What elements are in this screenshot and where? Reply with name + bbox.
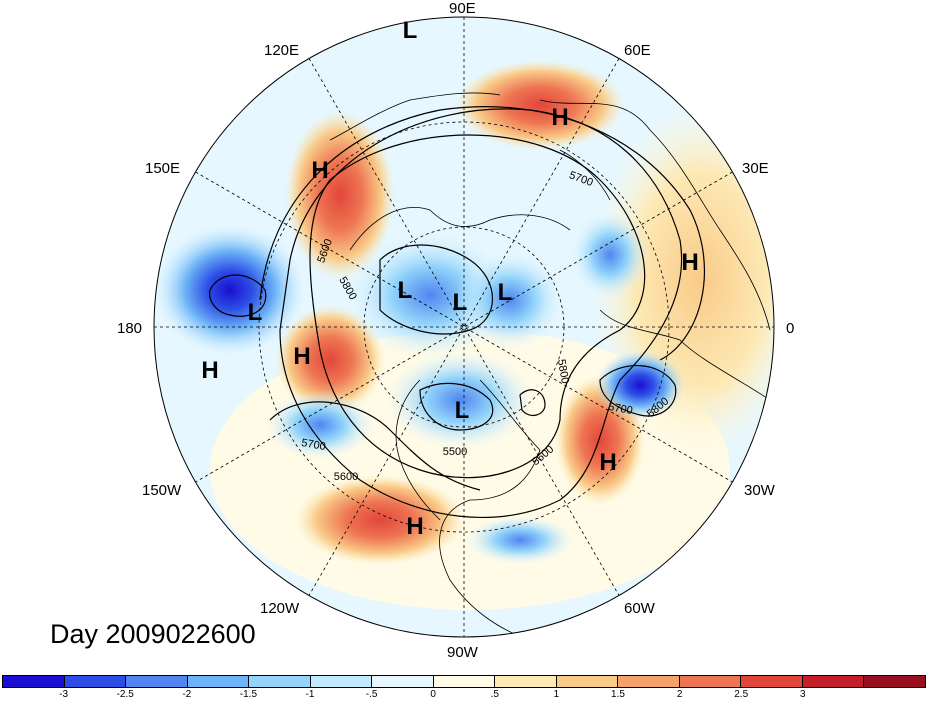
high-pressure-label: H xyxy=(293,343,310,370)
high-pressure-label: H xyxy=(311,157,328,184)
low-pressure-label: L xyxy=(398,277,413,304)
colorbar-tick-label: 1 xyxy=(553,689,560,700)
colorbar-bin xyxy=(618,676,680,687)
colorbar-tick-label: 2 xyxy=(676,689,683,700)
lon-label-60w: 60W xyxy=(624,600,655,617)
lon-label-150e: 150E xyxy=(145,160,181,177)
colorbar-bin xyxy=(249,676,311,687)
low-pressure-label: L xyxy=(453,289,468,316)
colorbar-bin xyxy=(433,676,496,687)
high-pressure-label: H xyxy=(681,249,698,276)
contour-label: 5700 xyxy=(607,401,633,417)
contour-label: 5800 xyxy=(555,358,571,384)
contour-label: 5600 xyxy=(334,471,358,483)
colorbar-bin xyxy=(3,676,65,687)
lon-label-150w: 150W xyxy=(142,482,182,499)
colorbar-tick-label: -1.5 xyxy=(239,689,258,700)
lon-label-120w: 120W xyxy=(260,600,300,617)
colorbar-bin xyxy=(372,676,434,687)
colorbar-tick-label: -2.5 xyxy=(116,689,134,700)
colorbar-bin xyxy=(126,676,188,687)
colorbar-tick-label: 3 xyxy=(800,689,806,700)
lon-label-30w: 30W xyxy=(744,482,775,499)
colorbar-bin xyxy=(310,676,373,687)
low-pressure-label: L xyxy=(455,397,470,424)
lon-label-90w: 90W xyxy=(447,644,478,661)
colorbar-tick-label: 1.5 xyxy=(611,689,625,700)
contour-label: 5500 xyxy=(443,446,467,458)
lon-label-0: 0 xyxy=(786,320,795,337)
colorbar-bin xyxy=(64,676,127,687)
lon-label-90e: 90E xyxy=(449,0,476,17)
day-title: Day 2009022600 xyxy=(50,619,256,649)
low-pressure-label: L xyxy=(498,279,513,306)
colorbar-bin xyxy=(187,676,250,687)
colorbar-bin xyxy=(495,676,557,687)
low-pressure-label: L xyxy=(398,277,413,304)
graticule xyxy=(154,17,774,637)
colorbar-bin xyxy=(679,676,742,687)
colorbar-bin xyxy=(864,676,925,687)
colorbar-tick-label: -3 xyxy=(59,689,69,700)
high-pressure-label: H xyxy=(681,249,698,276)
high-pressure-label: H xyxy=(201,357,218,384)
colorbar-tick-label: 0 xyxy=(430,689,436,700)
colorbar-bin xyxy=(802,676,865,687)
colorbar-tick-label: .5 xyxy=(490,689,499,700)
low-pressure-label: L xyxy=(453,289,468,316)
colorbar-tick-label: -1 xyxy=(305,689,315,700)
lon-label-180: 180 xyxy=(117,320,143,337)
lon-label-60e: 60E xyxy=(624,42,651,59)
height-contours xyxy=(209,106,705,519)
map-boundary xyxy=(153,16,775,638)
colorbar-tick-label: 2.5 xyxy=(734,689,749,700)
contour-label: 5700 xyxy=(300,437,326,453)
high-pressure-label: H xyxy=(406,513,423,540)
low-pressure-label: L xyxy=(248,299,263,326)
colorbar-ticks: -3 -2.5 -2 -1.5 -1 -.5 0 .5 1 1.5 2 2.5 3 xyxy=(0,689,928,703)
lon-label-30e: 30E xyxy=(742,160,769,177)
colorbar-bin xyxy=(741,676,803,687)
low-pressure-label: L xyxy=(403,17,418,44)
colorbar xyxy=(2,675,926,688)
colorbar-tick-label: -.5 xyxy=(365,689,378,700)
high-pressure-label: H xyxy=(599,449,616,476)
colorbar-bin xyxy=(556,676,619,687)
lon-label-120e: 120E xyxy=(264,42,300,59)
high-pressure-label: H xyxy=(551,104,568,131)
coastlines xyxy=(329,92,771,637)
colorbar-tick-label: -2 xyxy=(182,689,192,700)
